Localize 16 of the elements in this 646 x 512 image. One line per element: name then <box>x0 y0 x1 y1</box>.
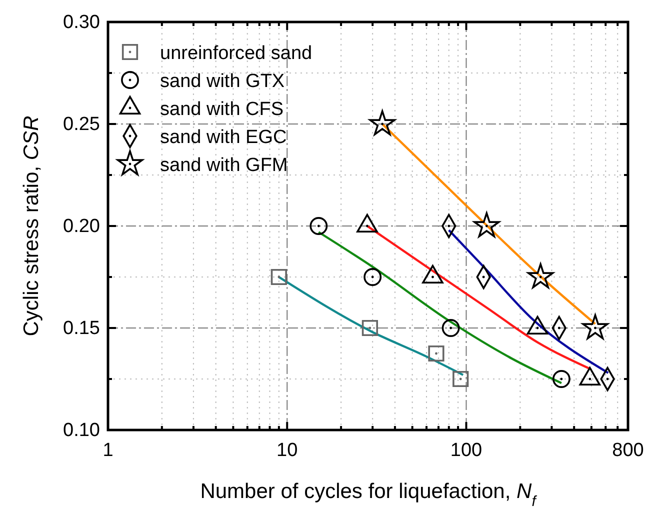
x-tick-label: 10 <box>276 440 298 461</box>
legend-label: sand with GFM <box>160 155 288 176</box>
x-axis-title: Number of cycles for liquefaction, N$_{f}$ <box>200 480 538 510</box>
legend-label: sand with EGC <box>160 127 287 148</box>
y-axis-title: Cyclic stress ratio, CSR <box>20 116 43 336</box>
y-tick-label: 0.10 <box>63 420 100 441</box>
y-tick-label: 0.15 <box>63 318 100 339</box>
x-tick-label: 1 <box>102 440 114 461</box>
legend-label: sand with CFS <box>160 99 284 120</box>
x-tick-label: 800 <box>612 440 644 461</box>
legend-label: unreinforced sand <box>160 43 312 64</box>
y-tick-label: 0.30 <box>63 12 100 33</box>
x-tick-label: 100 <box>450 440 482 461</box>
y-tick-label: 0.25 <box>63 114 100 135</box>
legend-label: sand with GTX <box>160 71 285 92</box>
y-tick-label: 0.20 <box>63 216 100 237</box>
